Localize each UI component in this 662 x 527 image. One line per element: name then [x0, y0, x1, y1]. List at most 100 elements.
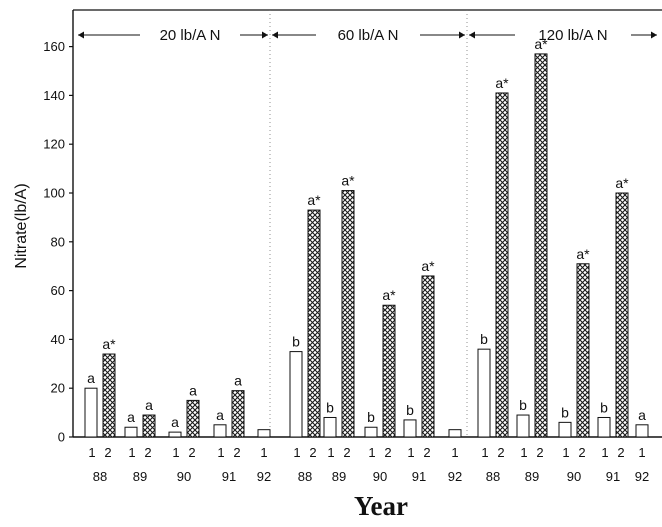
bar-data-label: a* — [576, 246, 590, 262]
x-series-label: 2 — [497, 445, 504, 460]
x-series-label: 1 — [217, 445, 224, 460]
x-series-label: 2 — [423, 445, 430, 460]
x-year-label: 88 — [298, 469, 312, 484]
x-year-label: 92 — [635, 469, 649, 484]
bar-data-label: b — [326, 399, 334, 415]
bar-series-1 — [168, 431, 182, 438]
y-tick-label: 160 — [43, 39, 65, 54]
bar-series-1 — [516, 414, 530, 438]
bar-data-label: a* — [495, 75, 509, 91]
x-year-label: 88 — [93, 469, 107, 484]
y-tick-label: 140 — [43, 88, 65, 103]
region-arrow-head — [262, 31, 268, 39]
y-axis-title: Nitrate(lb/A) — [13, 183, 30, 268]
bar-data-label: a* — [341, 173, 355, 189]
x-series-label: 1 — [88, 445, 95, 460]
bar-data-label: b — [292, 334, 300, 350]
bar-data-label: b — [367, 409, 375, 425]
bar-data-label: a* — [421, 258, 435, 274]
region-label: 120 lb/A N — [538, 27, 607, 44]
y-tick-label: 80 — [51, 234, 65, 249]
bar-series-1 — [448, 429, 462, 438]
x-series-label: 1 — [451, 445, 458, 460]
region-label: 20 lb/A N — [160, 27, 221, 44]
x-series-label: 2 — [309, 445, 316, 460]
bar-data-label: a* — [615, 175, 629, 191]
bar-series-2 — [534, 53, 548, 438]
x-year-label: 90 — [177, 469, 191, 484]
bar-series-2 — [307, 209, 321, 438]
bar-series-2 — [231, 390, 245, 438]
bar-data-label: a* — [102, 336, 116, 352]
bar-series-2 — [615, 192, 629, 438]
bar-data-label: a — [638, 407, 646, 423]
bar-data-label: b — [480, 331, 488, 347]
y-tick-label: 60 — [51, 283, 65, 298]
bar-data-label: a* — [307, 192, 321, 208]
bar-data-label: a* — [382, 287, 396, 303]
bar-data-label: b — [600, 399, 608, 415]
y-tick-label: 100 — [43, 186, 65, 201]
x-year-label: 91 — [222, 469, 236, 484]
bar-series-1 — [84, 387, 98, 438]
region-label: 60 lb/A N — [338, 27, 399, 44]
x-series-label: 2 — [578, 445, 585, 460]
bar-data-label: a — [87, 370, 95, 386]
bar-series-1 — [477, 348, 491, 438]
region-arrow-head — [459, 31, 465, 39]
x-year-label: 90 — [567, 469, 581, 484]
bar-data-label: a — [127, 409, 135, 425]
bar-series-1 — [257, 429, 271, 438]
y-tick-label: 40 — [51, 332, 65, 347]
x-year-label: 92 — [257, 469, 271, 484]
bar-series-1 — [364, 426, 378, 438]
bar-data-label: b — [561, 404, 569, 420]
bar-series-1 — [558, 421, 572, 438]
bar-series-1 — [635, 424, 649, 438]
x-series-label: 1 — [407, 445, 414, 460]
bar-data-label: b — [519, 397, 527, 413]
x-year-label: 88 — [486, 469, 500, 484]
x-series-label: 2 — [536, 445, 543, 460]
bar-data-label: a — [234, 373, 242, 389]
bar-data-label: a — [216, 407, 224, 423]
x-series-label: 1 — [128, 445, 135, 460]
x-series-label: 1 — [260, 445, 267, 460]
bar-series-1 — [323, 416, 337, 438]
x-series-label: 1 — [601, 445, 608, 460]
x-year-label: 91 — [412, 469, 426, 484]
x-year-label: 91 — [606, 469, 620, 484]
x-series-label: 1 — [172, 445, 179, 460]
x-series-label: 1 — [638, 445, 645, 460]
x-series-label: 1 — [368, 445, 375, 460]
region-arrow-head — [469, 31, 475, 39]
x-series-label: 1 — [562, 445, 569, 460]
x-axis-title: Year — [354, 491, 408, 521]
bar-series-2 — [142, 414, 156, 438]
x-series-label: 2 — [343, 445, 350, 460]
x-series-label: 2 — [617, 445, 624, 460]
bar-series-2 — [382, 304, 396, 438]
bar-data-label: a — [189, 382, 197, 398]
bar-series-1 — [597, 416, 611, 438]
bar-series-2 — [341, 190, 355, 438]
x-series-label: 2 — [188, 445, 195, 460]
bar-series-2 — [576, 263, 590, 438]
bar-series-1 — [124, 426, 138, 438]
y-tick-label: 120 — [43, 137, 65, 152]
y-tick-label: 0 — [58, 430, 65, 445]
x-series-label: 1 — [481, 445, 488, 460]
x-year-label: 92 — [448, 469, 462, 484]
bar-data-label: b — [406, 402, 414, 418]
region-arrow-head — [272, 31, 278, 39]
x-series-label: 2 — [233, 445, 240, 460]
x-series-label: 1 — [293, 445, 300, 460]
x-year-label: 90 — [373, 469, 387, 484]
x-year-label: 89 — [133, 469, 147, 484]
x-year-label: 89 — [525, 469, 539, 484]
bar-series-2 — [495, 92, 509, 438]
bar-data-label: a* — [534, 36, 548, 52]
bar-series-1 — [289, 351, 303, 438]
bar-series-1 — [213, 424, 227, 438]
